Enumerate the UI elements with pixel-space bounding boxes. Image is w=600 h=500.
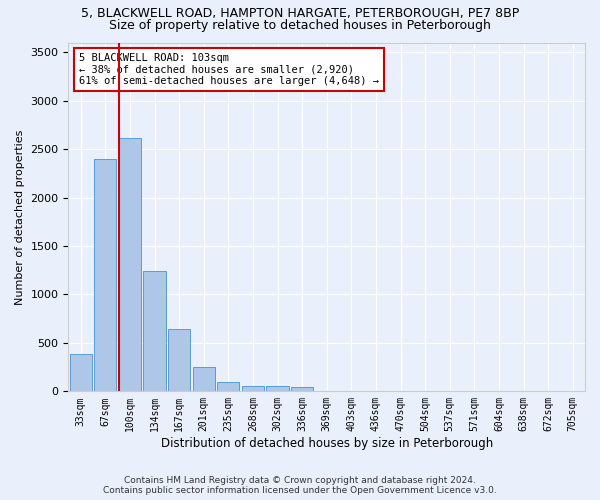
Text: 5 BLACKWELL ROAD: 103sqm
← 38% of detached houses are smaller (2,920)
61% of sem: 5 BLACKWELL ROAD: 103sqm ← 38% of detach… [79, 53, 379, 86]
Bar [291, 388, 313, 392]
Bar [143, 271, 166, 392]
Bar [119, 138, 141, 392]
Bar [242, 386, 264, 392]
Text: Contains HM Land Registry data © Crown copyright and database right 2024.
Contai: Contains HM Land Registry data © Crown c… [103, 476, 497, 495]
Bar [266, 386, 289, 392]
Bar [217, 382, 239, 392]
Text: 5, BLACKWELL ROAD, HAMPTON HARGATE, PETERBOROUGH, PE7 8BP: 5, BLACKWELL ROAD, HAMPTON HARGATE, PETE… [81, 8, 519, 20]
Text: Size of property relative to detached houses in Peterborough: Size of property relative to detached ho… [109, 18, 491, 32]
X-axis label: Distribution of detached houses by size in Peterborough: Distribution of detached houses by size … [161, 437, 493, 450]
Bar [193, 366, 215, 392]
Bar [94, 159, 116, 392]
Bar [168, 330, 190, 392]
Y-axis label: Number of detached properties: Number of detached properties [15, 129, 25, 304]
Bar [70, 354, 92, 392]
